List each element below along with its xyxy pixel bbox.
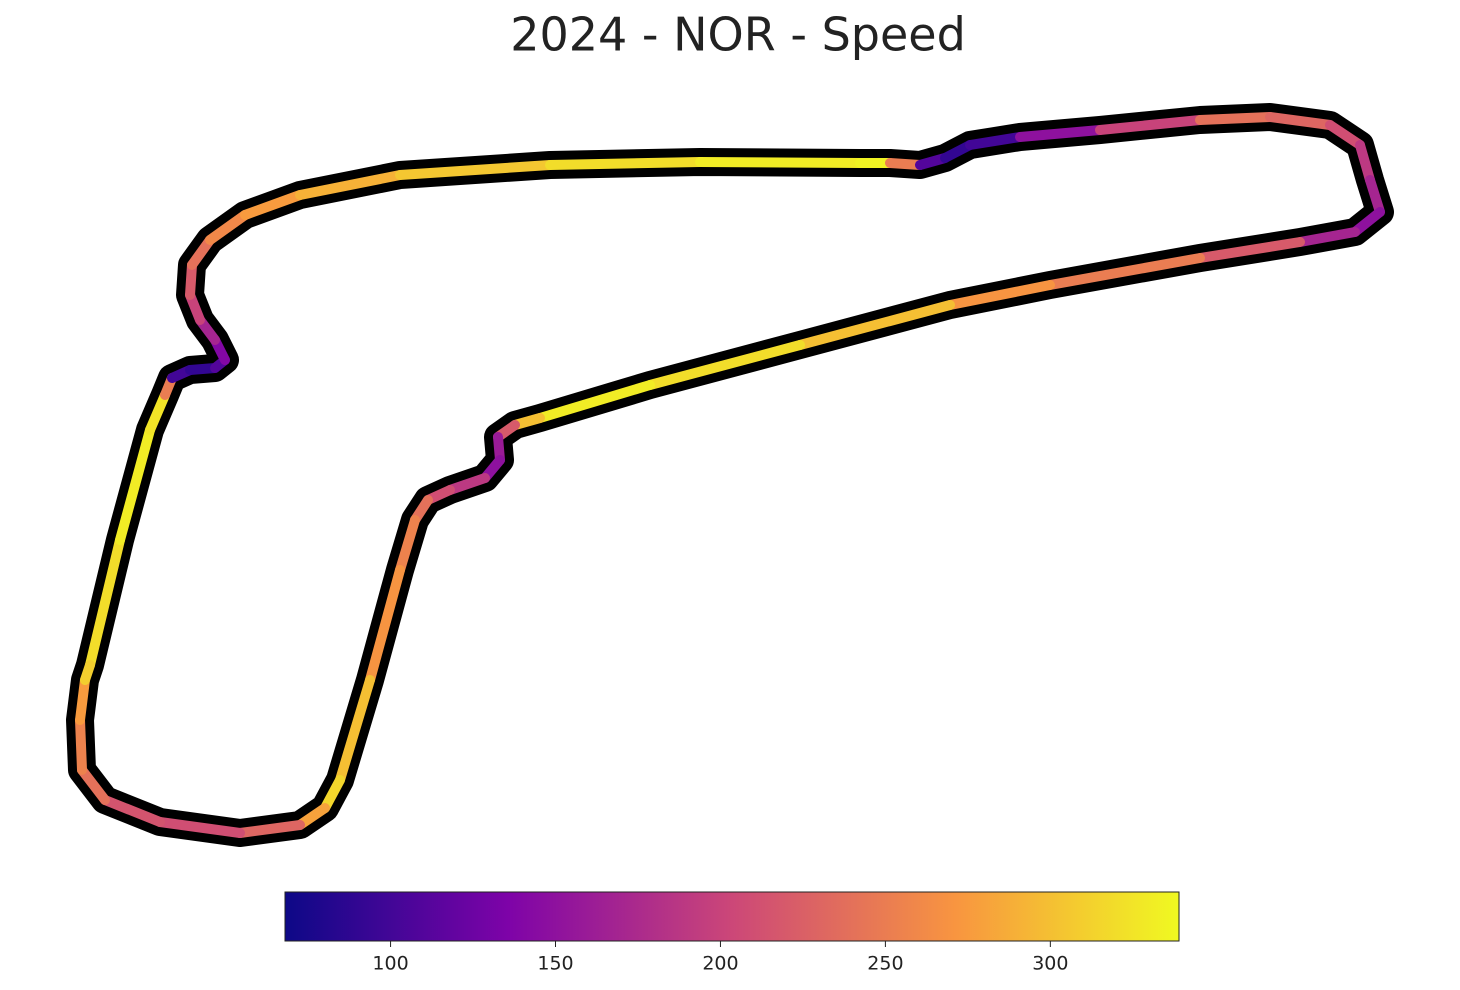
speed-segment bbox=[205, 210, 250, 245]
speed-segment bbox=[365, 565, 405, 685]
colorbar-tick-label: 150 bbox=[537, 953, 573, 975]
speed-segment bbox=[1015, 125, 1105, 142]
speed-segment bbox=[1365, 175, 1385, 217]
speed-segment bbox=[645, 340, 805, 390]
speed-segment bbox=[155, 817, 245, 838]
speed-segment bbox=[77, 765, 110, 805]
speed-segment bbox=[1195, 237, 1305, 263]
speed-segment bbox=[1045, 253, 1205, 290]
speed-segment bbox=[1350, 207, 1385, 237]
speed-segment bbox=[1355, 140, 1375, 185]
colorbar bbox=[284, 891, 1180, 942]
speed-segment bbox=[795, 300, 955, 350]
speed-segment bbox=[545, 157, 705, 170]
speed-segment bbox=[1295, 227, 1360, 247]
speed-segment bbox=[80, 660, 95, 685]
speed-segment bbox=[187, 235, 215, 270]
colorbar-ticks: 100 150 200 250 300 bbox=[372, 941, 1068, 975]
speed-segment bbox=[85, 535, 125, 670]
speed-segment bbox=[395, 160, 555, 180]
speed-segment bbox=[240, 190, 305, 220]
speed-segment bbox=[100, 795, 165, 827]
speed-segment bbox=[1265, 112, 1335, 130]
speed-segment bbox=[1195, 112, 1275, 125]
speed-segment bbox=[395, 515, 420, 575]
colorbar-tick-label: 200 bbox=[702, 953, 738, 975]
speed-segment bbox=[945, 280, 1055, 310]
speed-segment bbox=[295, 170, 405, 200]
speed-segment bbox=[145, 390, 170, 435]
speed-segment bbox=[965, 132, 1025, 150]
speed-segment bbox=[75, 675, 90, 725]
speed-segment bbox=[335, 675, 375, 785]
chart-title: 2024 - NOR - Speed bbox=[510, 8, 966, 62]
colorbar-tick-label: 300 bbox=[1032, 953, 1068, 975]
speed-segment bbox=[320, 775, 345, 813]
speed-segment bbox=[1325, 120, 1365, 150]
speed-segment bbox=[885, 158, 925, 170]
colorbar-tick-label: 250 bbox=[867, 953, 903, 975]
speed-segment bbox=[75, 715, 87, 775]
speed-segment bbox=[695, 157, 865, 168]
speed-segment bbox=[235, 820, 305, 838]
track bbox=[66, 103, 1394, 847]
speed-segment bbox=[445, 473, 490, 495]
speed-segment bbox=[185, 260, 197, 300]
track-outline bbox=[66, 103, 1394, 847]
colorbar-tick-label: 100 bbox=[372, 953, 408, 975]
speed-segment bbox=[535, 380, 655, 423]
speed-segment bbox=[115, 425, 155, 545]
speed-segment bbox=[1095, 115, 1205, 135]
speed-segment bbox=[295, 803, 330, 830]
